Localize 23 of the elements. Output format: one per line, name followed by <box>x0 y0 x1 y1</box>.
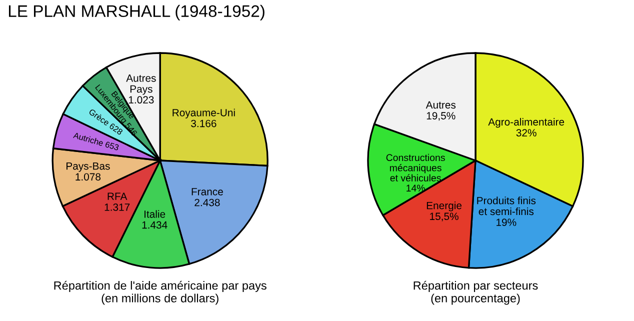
text: Répartition de l'aide américaine par pays (en millions de dollars) <box>54 280 266 305</box>
data-label: 1.434 <box>142 221 168 229</box>
data-label: 1.078 <box>76 173 101 181</box>
slice-label: Constructions mécaniques et véhicules <box>386 154 445 182</box>
chart-title: LE PLAN MARSHALL (1948-1952) <box>8 4 264 20</box>
slice-label: Royaume-Uni <box>172 108 235 118</box>
data-label: 32% <box>516 129 536 136</box>
slice-label: Produits finis et semi-finis <box>477 196 536 216</box>
text: Répartition par secteurs (en pourcentage) <box>414 280 538 305</box>
data-label: 19,5% <box>426 112 456 121</box>
data-label: 14% <box>406 184 425 192</box>
data-label: 3.166 <box>191 120 216 128</box>
data-label: 1.317 <box>104 203 130 211</box>
slice-label: Autres <box>426 101 456 109</box>
data-label: 19% <box>496 218 516 226</box>
slice-label: Italie <box>144 210 166 218</box>
data-label: 2.438 <box>194 198 220 206</box>
slice-label: RFA <box>108 192 128 200</box>
slice-label: Agro-alimentaire <box>488 118 564 128</box>
slice-label: Energie <box>426 202 462 212</box>
slice-label: France <box>192 188 223 196</box>
data-label: 15,5% <box>430 212 458 222</box>
slice-label: Pays-Bas <box>66 162 110 172</box>
